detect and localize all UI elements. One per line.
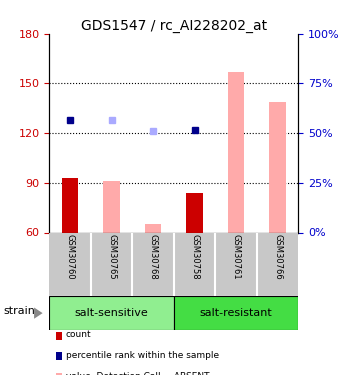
Text: percentile rank within the sample: percentile rank within the sample [66, 351, 219, 360]
Text: GSM30765: GSM30765 [107, 234, 116, 280]
Bar [186, 193, 203, 232]
Text: GSM30768: GSM30768 [149, 234, 158, 280]
Bar [49, 296, 174, 330]
Text: salt-resistant: salt-resistant [200, 308, 272, 318]
Text: value, Detection Call = ABSENT: value, Detection Call = ABSENT [66, 372, 209, 375]
Text: GSM30760: GSM30760 [66, 234, 75, 280]
Bar [62, 178, 78, 232]
Text: strain: strain [3, 306, 35, 316]
Polygon shape [34, 308, 43, 319]
Bar [269, 102, 286, 232]
Title: GDS1547 / rc_AI228202_at: GDS1547 / rc_AI228202_at [81, 19, 267, 33]
Bar [228, 72, 244, 232]
Text: GSM30758: GSM30758 [190, 234, 199, 280]
Bar [174, 296, 298, 330]
Text: GSM30761: GSM30761 [232, 234, 241, 280]
Bar [103, 181, 120, 232]
Text: GSM30766: GSM30766 [273, 234, 282, 280]
Text: salt-sensitive: salt-sensitive [75, 308, 149, 318]
Text: count: count [66, 330, 91, 339]
Bar [145, 224, 162, 232]
